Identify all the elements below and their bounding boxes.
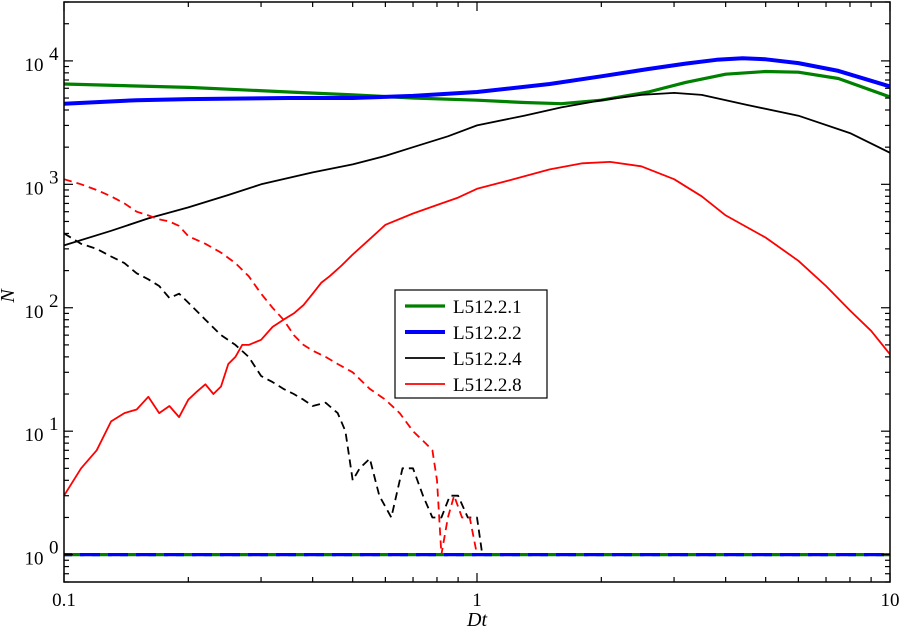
y-tick-label-exponent: 3 bbox=[49, 167, 59, 188]
legend-label: L512.2.8 bbox=[453, 375, 522, 396]
y-tick-label-exponent: 0 bbox=[49, 538, 59, 559]
x-tick-label: 0.1 bbox=[52, 590, 76, 611]
y-tick-label: 10 bbox=[25, 55, 44, 76]
y-tick-label-exponent: 4 bbox=[49, 44, 59, 65]
y-tick-label: 10 bbox=[25, 178, 44, 199]
y-tick-label: 10 bbox=[25, 302, 44, 323]
x-tick-label: 10 bbox=[881, 590, 900, 611]
y-axis-title: N bbox=[0, 288, 19, 304]
y-tick-label: 10 bbox=[25, 549, 44, 570]
legend: L512.2.1 L512.2.2 L512.2.4 L512.2.8 bbox=[394, 289, 548, 399]
ticks-layer bbox=[63, 1, 891, 583]
series-line-4 bbox=[63, 232, 890, 556]
legend-box bbox=[394, 289, 548, 399]
x-tick-label: 1 bbox=[472, 590, 482, 611]
legend-label: L512.2.4 bbox=[453, 349, 522, 370]
y-tick-label: 10 bbox=[25, 425, 44, 446]
y-tick-label-exponent: 2 bbox=[49, 291, 59, 312]
series-line-3 bbox=[63, 160, 891, 497]
series-line-0 bbox=[63, 69, 891, 106]
y-tick-label-exponent: 1 bbox=[49, 414, 59, 435]
series-line-2 bbox=[63, 92, 891, 247]
series-line-5 bbox=[63, 178, 890, 556]
legend-label: L512.2.2 bbox=[453, 323, 522, 344]
series-layer bbox=[63, 56, 891, 557]
legend-label: L512.2.1 bbox=[453, 297, 522, 318]
x-axis-title: Dt bbox=[466, 609, 487, 631]
series-line-1 bbox=[63, 56, 891, 106]
